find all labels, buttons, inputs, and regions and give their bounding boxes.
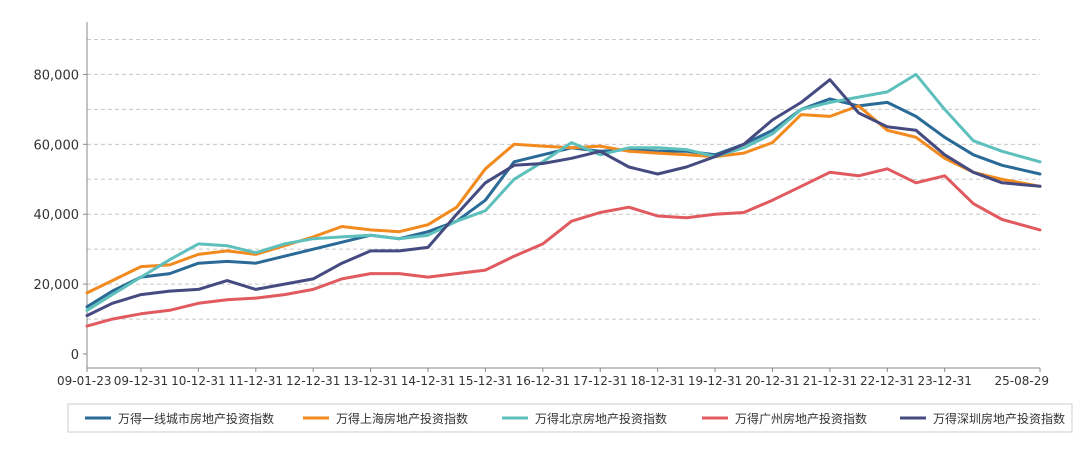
x-tick-label: 14-12-31 xyxy=(401,374,455,388)
x-tick-label: 18-12-31 xyxy=(630,374,684,388)
series-line-2 xyxy=(85,104,1042,295)
x-tick-label: 25-08-29 xyxy=(995,374,1049,388)
y-tick-label: 80,000 xyxy=(34,68,80,83)
legend-box xyxy=(67,403,1073,433)
legend-label: 万得广州房地产投资指数 xyxy=(735,411,867,426)
x-tick-label: 22-12-31 xyxy=(860,374,914,388)
y-tick-label: 20,000 xyxy=(34,278,80,293)
series-lines xyxy=(85,72,1042,328)
grid xyxy=(87,38,1040,320)
x-tick-label: 16-12-31 xyxy=(516,374,570,388)
legend-label: 万得深圳房地产投资指数 xyxy=(933,411,1065,426)
x-tick-label: 19-12-31 xyxy=(688,374,742,388)
series-line-5 xyxy=(85,78,1042,318)
x-tick-label: 12-12-31 xyxy=(286,374,340,388)
legend-item-4[interactable]: 万得广州房地产投资指数 xyxy=(702,411,867,426)
legend-label: 万得上海房地产投资指数 xyxy=(336,411,468,426)
legend[interactable]: 万得一线城市房地产投资指数 万得上海房地产投资指数 万得北京房地产投资指数 万得广州房… xyxy=(67,403,1073,433)
x-tick-label: 21-12-31 xyxy=(803,374,857,388)
x-tick-label: 10-12-31 xyxy=(171,374,225,388)
series-line-4 xyxy=(85,167,1042,328)
x-tick-label: 09-12-31 xyxy=(114,374,168,388)
series-line-3 xyxy=(85,72,1042,312)
legend-item-5[interactable]: 万得深圳房地产投资指数 xyxy=(900,411,1065,426)
legend-label: 万得北京房地产投资指数 xyxy=(535,411,667,426)
legend-item-2[interactable]: 万得上海房地产投资指数 xyxy=(303,411,468,426)
legend-label: 万得一线城市房地产投资指数 xyxy=(118,411,274,426)
x-tick-label: 20-12-31 xyxy=(745,374,799,388)
y-tick-label: 60,000 xyxy=(34,138,80,153)
x-tick-label: 15-12-31 xyxy=(458,374,512,388)
x-tick-label: 11-12-31 xyxy=(229,374,283,388)
y-tick-label: 40,000 xyxy=(34,208,80,223)
x-tick-label: 09-01-23 xyxy=(57,374,111,388)
legend-item-1[interactable]: 万得一线城市房地产投资指数 xyxy=(85,411,274,426)
series-line-1 xyxy=(85,97,1042,309)
legend-item-3[interactable]: 万得北京房地产投资指数 xyxy=(502,411,667,426)
x-tick-label: 23-12-31 xyxy=(917,374,971,388)
axes: 0 20,000 40,000 60,000 80,000 09-01-23 09-12-3… xyxy=(34,22,1049,388)
y-tick-label: 0 xyxy=(71,348,79,363)
x-tick-label: 17-12-31 xyxy=(573,374,627,388)
x-tick-label: 13-12-31 xyxy=(343,374,397,388)
